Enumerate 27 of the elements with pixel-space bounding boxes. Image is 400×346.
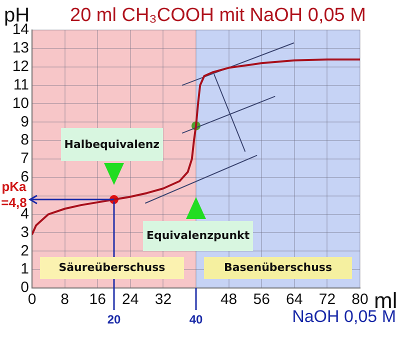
x-tick-label: 16 xyxy=(89,291,106,308)
annotation: Equivalenzpunkt xyxy=(146,229,250,242)
x-tick-label: 64 xyxy=(286,291,303,308)
ref-line-label: 20 xyxy=(107,312,121,326)
annotation: Säureüberschuss xyxy=(58,261,166,274)
y-tick-label: 11 xyxy=(13,76,29,94)
x-tick-label: 80 xyxy=(352,291,368,308)
chart-title: 20 ml CH₃COOH mit NaOH 0,05 M xyxy=(70,5,366,26)
y-tick-label: 9 xyxy=(20,113,29,130)
y-tick-label: 1 xyxy=(20,260,29,278)
y-tick-label: 10 xyxy=(12,94,29,112)
x-tick-label: 24 xyxy=(122,291,139,308)
annotation: Basenüberschuss xyxy=(224,261,332,274)
annotation: Halbequivalenz xyxy=(64,138,160,151)
x-tick-label: 32 xyxy=(154,291,172,308)
y-tick-label: 12 xyxy=(12,58,29,75)
ref-line-label: 40 xyxy=(189,312,203,326)
y-tick-label: 0 xyxy=(20,279,29,296)
x-tick-label: 72 xyxy=(318,291,336,308)
y-tick-label: 13 xyxy=(12,40,29,57)
x-tick-label: 48 xyxy=(220,291,238,308)
x-tick-label: 56 xyxy=(253,291,270,308)
x-tick-label: 8 xyxy=(60,291,69,308)
y-tick-label: 8 xyxy=(20,132,29,149)
y-tick-label: 3 xyxy=(20,224,29,241)
y-tick-label: 2 xyxy=(20,242,29,260)
y-tick-label: 7 xyxy=(20,150,29,168)
